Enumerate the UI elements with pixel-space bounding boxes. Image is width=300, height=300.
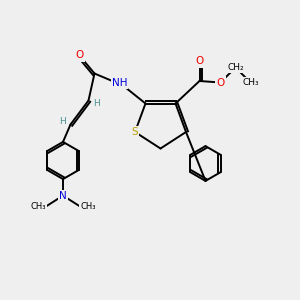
Text: CH₃: CH₃ bbox=[80, 202, 96, 211]
Text: CH₃: CH₃ bbox=[30, 202, 46, 211]
Text: H: H bbox=[59, 117, 65, 126]
Text: NH: NH bbox=[112, 77, 127, 88]
Text: O: O bbox=[216, 77, 225, 88]
Text: H: H bbox=[94, 99, 100, 108]
Text: S: S bbox=[132, 127, 138, 137]
Text: N: N bbox=[59, 190, 67, 201]
Text: O: O bbox=[195, 56, 204, 67]
Text: CH₃: CH₃ bbox=[242, 78, 259, 87]
Text: O: O bbox=[75, 50, 84, 61]
Text: CH₂: CH₂ bbox=[227, 63, 244, 72]
